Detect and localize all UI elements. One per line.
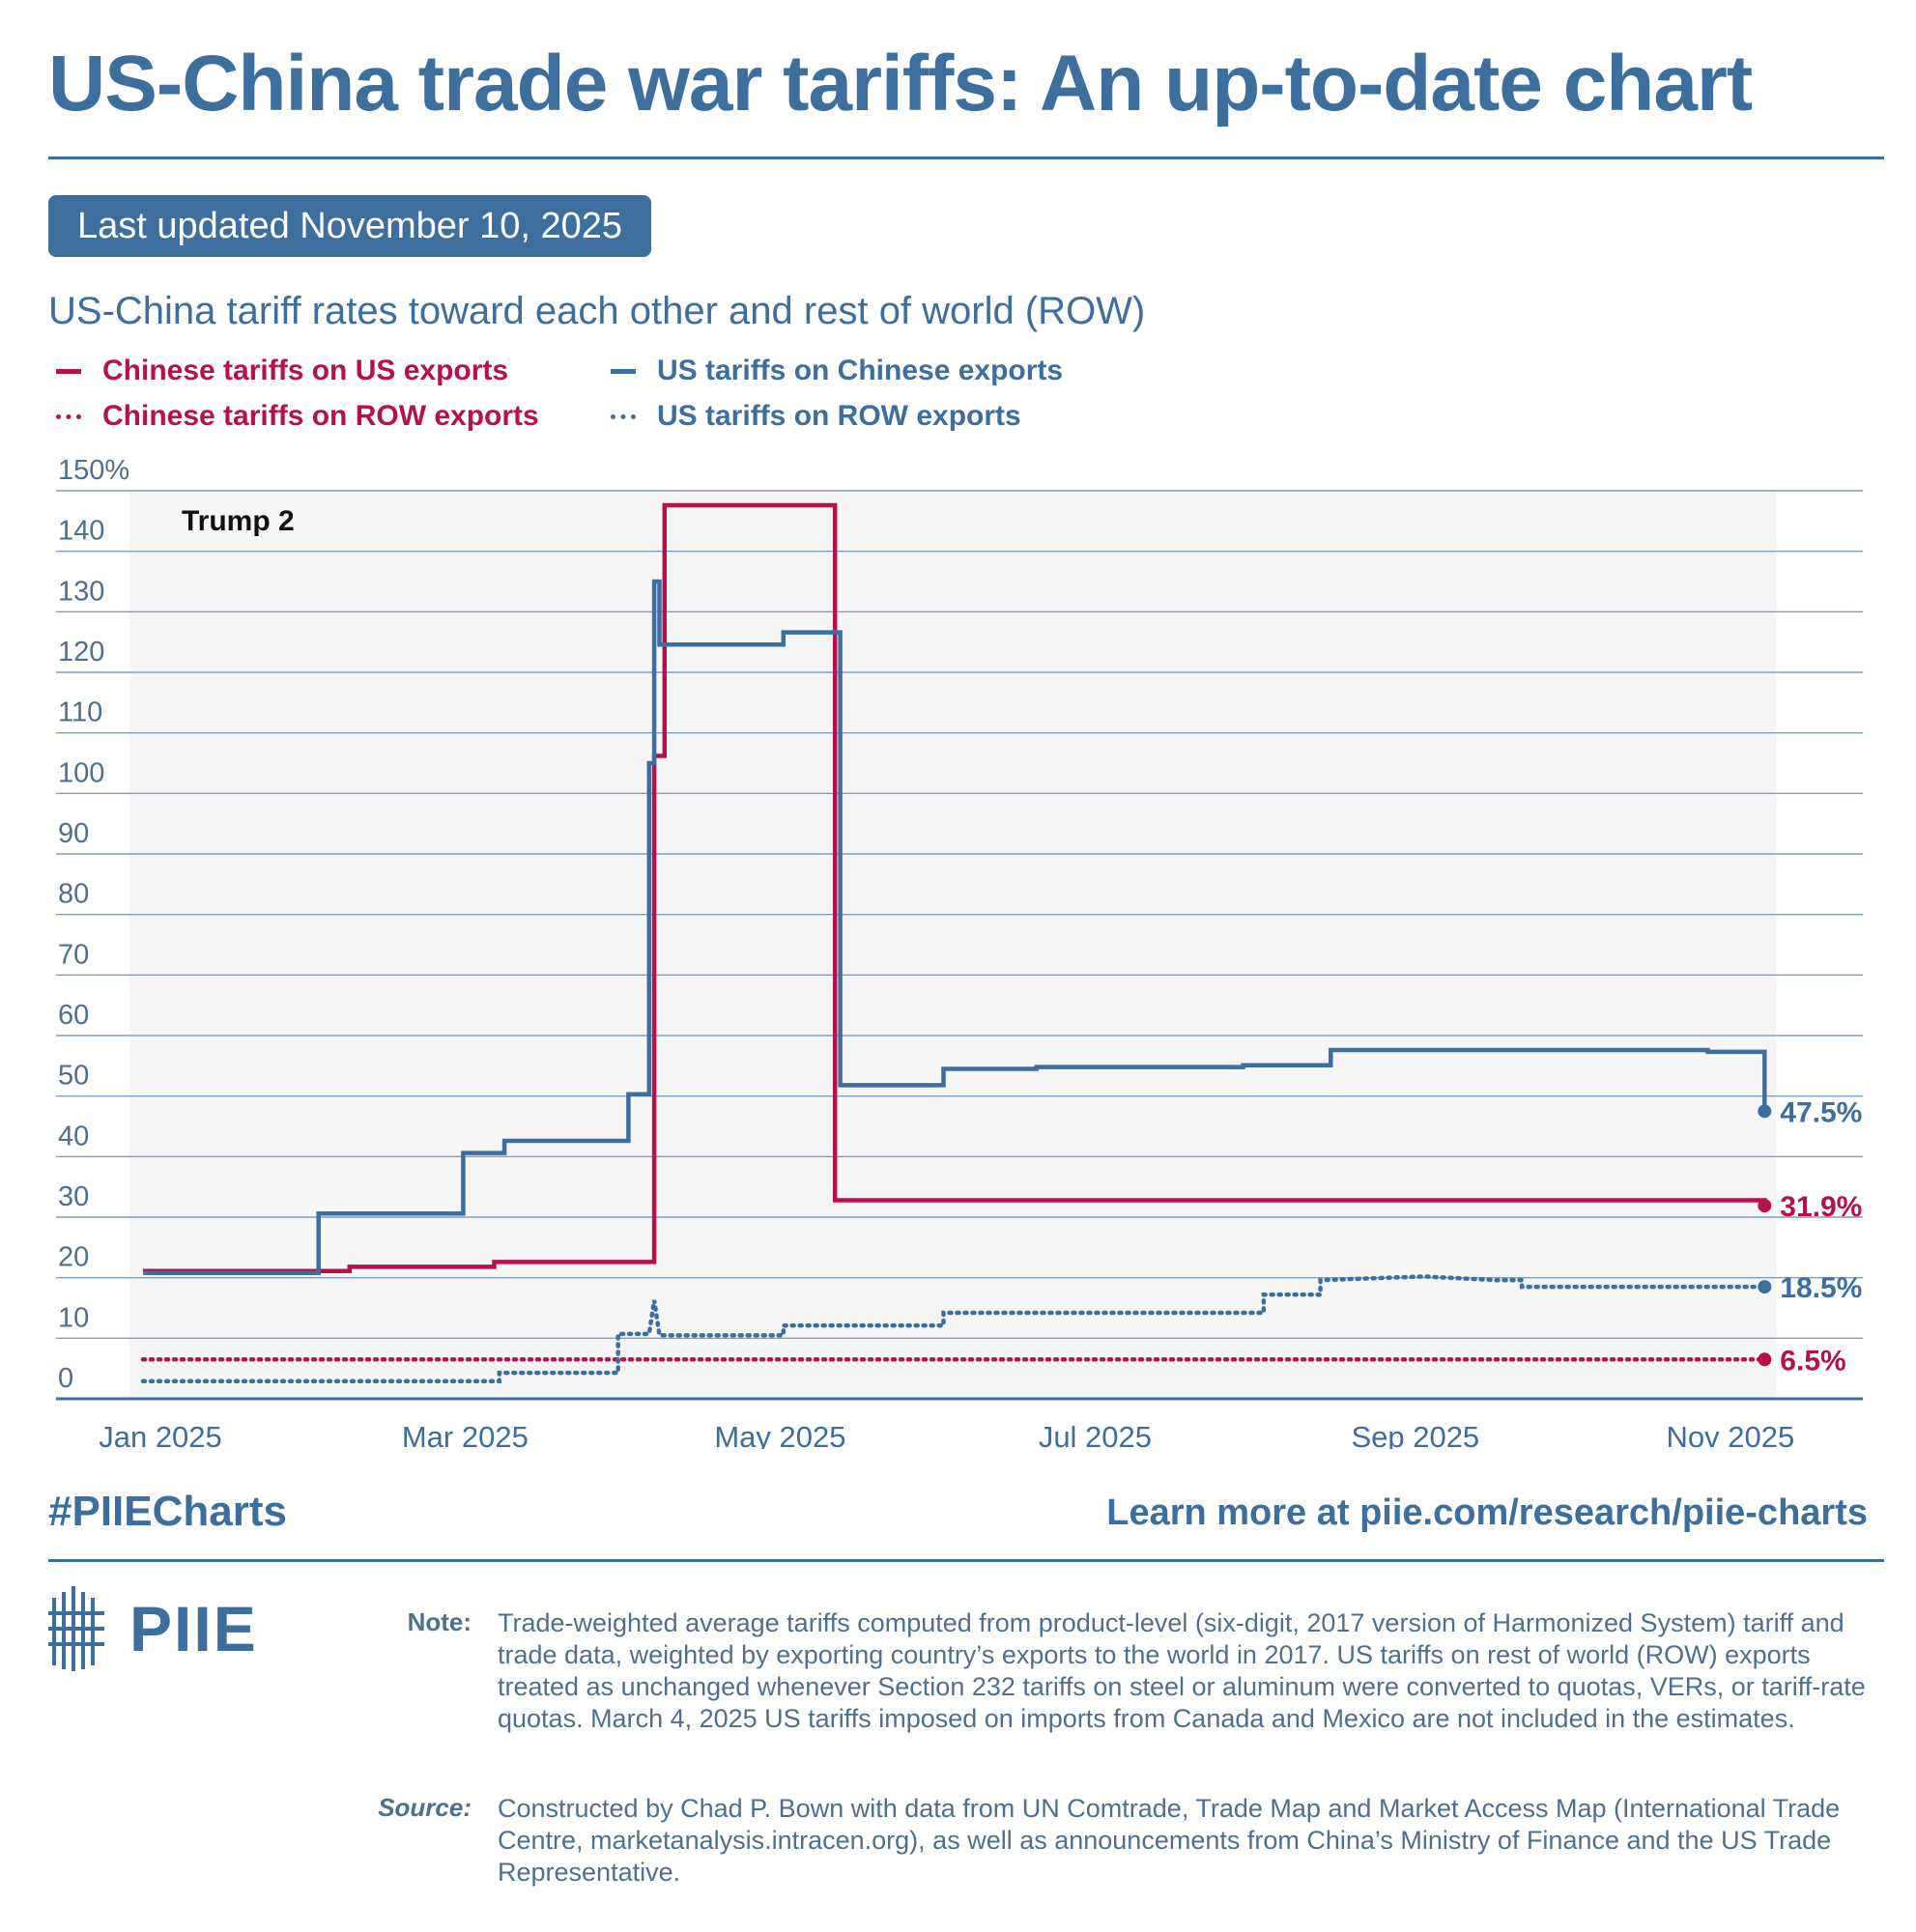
note-label: Note: — [407, 1607, 472, 1636]
x-tick-label: Jan 2025 — [99, 1420, 222, 1449]
x-tick-label: Mar 2025 — [402, 1420, 529, 1449]
y-tick-label: 40 — [58, 1121, 89, 1151]
x-tick-label: May 2025 — [714, 1420, 845, 1449]
y-tick-label: 120 — [58, 637, 104, 668]
legend-item-us-on-row: US tariffs on ROW exports — [611, 400, 1021, 433]
legend-swatch-solid-blue — [611, 368, 636, 374]
y-tick-label: 60 — [58, 1000, 89, 1031]
y-tick-label: 110 — [58, 697, 102, 728]
y-tick-label: 0 — [58, 1363, 73, 1394]
learn-more-link[interactable]: Learn more at piie.com/research/piie-cha… — [1106, 1492, 1868, 1533]
series-end-label: 47.5% — [1780, 1096, 1862, 1128]
legend-item-chinese-on-us: Chinese tariffs on US exports — [56, 355, 508, 387]
piie-logo-text: PIIE — [129, 1593, 258, 1664]
legend-swatch-solid-red — [56, 368, 81, 374]
y-tick-label: 100 — [58, 757, 104, 788]
legend-swatch-dotted-blue — [611, 413, 636, 419]
legend-swatch-dotted-red — [56, 413, 81, 419]
source-label: Source: — [378, 1793, 472, 1822]
page-title: US-China trade war tariffs: An up-to-dat… — [48, 40, 1753, 128]
legend-label: Chinese tariffs on US exports — [102, 355, 509, 386]
y-tick-label: 80 — [58, 879, 89, 910]
y-axis-ticks: 0 10 20 30 40 50 60 70 80 90 100 110 120 130 140 150% — [58, 455, 129, 1394]
y-tick-label: 150% — [58, 455, 129, 486]
legend-label: Chinese tariffs on ROW exports — [102, 400, 539, 432]
tariff-line-chart: 0 10 20 30 40 50 60 70 80 90 100 110 120 130 140 150% J… — [56, 455, 1863, 1449]
y-tick-label: 130 — [58, 576, 104, 607]
series-end-marker — [1758, 1352, 1772, 1367]
series-line-us-tariffs-on-row-exports — [140, 1274, 1767, 1384]
plot-background — [129, 491, 1776, 1399]
note-text: Trade-weighted average tariffs computed … — [498, 1608, 1866, 1733]
piie-building-icon — [48, 1586, 104, 1671]
y-tick-label: 70 — [58, 939, 89, 970]
header-divider — [48, 156, 1884, 159]
trump-2-annotation: Trump 2 — [182, 505, 295, 537]
hashtag: #PIIECharts — [48, 1488, 287, 1535]
source-text: Constructed by Chad P. Bown with data fr… — [498, 1794, 1841, 1887]
piie-logo: PIIE — [48, 1584, 258, 1673]
footer-divider — [48, 1559, 1884, 1562]
legend-label: US tariffs on Chinese exports — [657, 355, 1064, 386]
y-tick-label: 20 — [58, 1242, 89, 1273]
legend-item-chinese-on-row: Chinese tariffs on ROW exports — [56, 400, 539, 433]
y-tick-label: 90 — [58, 818, 89, 849]
series-line-us-tariffs-on-chinese-exports — [143, 579, 1767, 1275]
x-tick-label: Nov 2025 — [1667, 1420, 1795, 1449]
chart-subtitle: US-China tariff rates toward each other … — [48, 290, 1146, 332]
x-axis-ticks: Jan 2025 Mar 2025 May 2025 Jul 2025 Sep 2025… — [99, 1420, 1794, 1449]
y-tick-label: 30 — [58, 1181, 89, 1212]
y-tick-label: 50 — [58, 1061, 89, 1092]
y-tick-label: 10 — [58, 1302, 89, 1333]
x-tick-label: Sep 2025 — [1351, 1420, 1479, 1449]
series-end-label: 6.5% — [1780, 1345, 1845, 1377]
legend-item-us-on-chinese: US tariffs on Chinese exports — [611, 355, 1063, 387]
last-updated-badge: Last updated November 10, 2025 — [48, 195, 652, 257]
legend-label: US tariffs on ROW exports — [657, 400, 1021, 432]
series-lines: 6.5% 18.5% 31.9% 47.5% — [140, 502, 1862, 1384]
gridlines — [56, 490, 1863, 1340]
y-tick-label: 140 — [58, 516, 104, 547]
series-end-marker — [1758, 1280, 1772, 1294]
series-end-marker — [1758, 1199, 1772, 1213]
x-tick-label: Jul 2025 — [1039, 1420, 1152, 1449]
series-end-label: 18.5% — [1780, 1272, 1862, 1304]
series-end-label: 31.9% — [1780, 1191, 1862, 1223]
series-end-marker — [1758, 1104, 1772, 1119]
